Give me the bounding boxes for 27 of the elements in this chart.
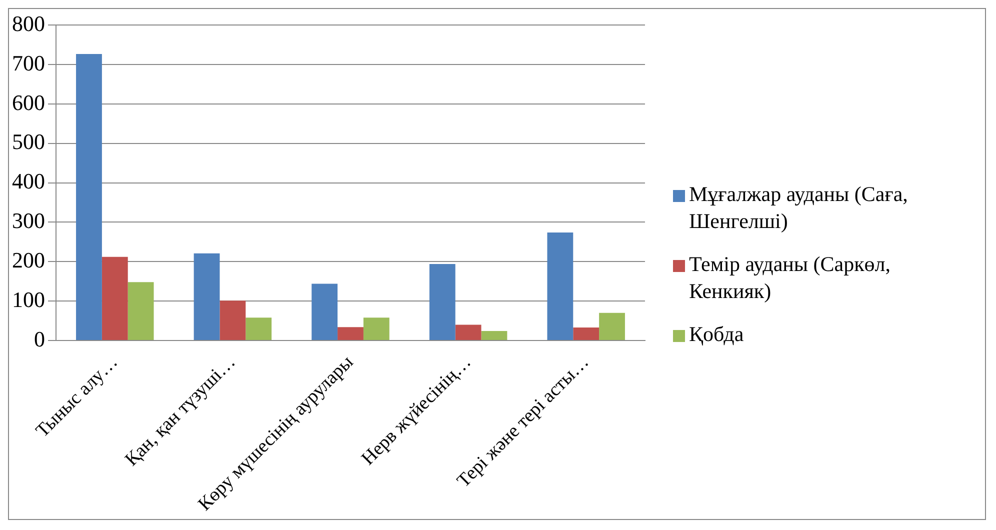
y-tick-label: 400 bbox=[12, 168, 45, 194]
bar bbox=[547, 232, 574, 340]
legend-label: Мұғалжар ауданы (Саға, Шенгелші) bbox=[689, 180, 909, 234]
y-tick-label: 700 bbox=[12, 50, 45, 76]
bar bbox=[573, 327, 600, 340]
bar bbox=[128, 282, 154, 340]
bar bbox=[76, 54, 102, 340]
bar bbox=[102, 256, 128, 340]
bar bbox=[363, 318, 390, 340]
y-tick-label: 500 bbox=[12, 129, 45, 154]
bar bbox=[455, 324, 482, 340]
y-tick-label: 600 bbox=[12, 90, 45, 115]
bar bbox=[481, 331, 508, 340]
bar bbox=[599, 312, 625, 340]
bar bbox=[220, 300, 246, 340]
legend-label: Қобда bbox=[689, 320, 744, 348]
y-tick-label: 300 bbox=[12, 208, 45, 234]
bar bbox=[338, 327, 364, 340]
bar bbox=[429, 264, 456, 340]
bar bbox=[194, 253, 220, 340]
y-tick-label: 800 bbox=[12, 10, 45, 36]
y-tick-label: 0 bbox=[34, 326, 45, 352]
y-tick-label: 200 bbox=[12, 247, 45, 272]
y-tick-label: 100 bbox=[12, 286, 45, 312]
bar bbox=[246, 318, 272, 340]
legend-label: Темір ауданы (Саркөл, Кенкияк) bbox=[689, 250, 892, 304]
bar bbox=[312, 284, 338, 340]
